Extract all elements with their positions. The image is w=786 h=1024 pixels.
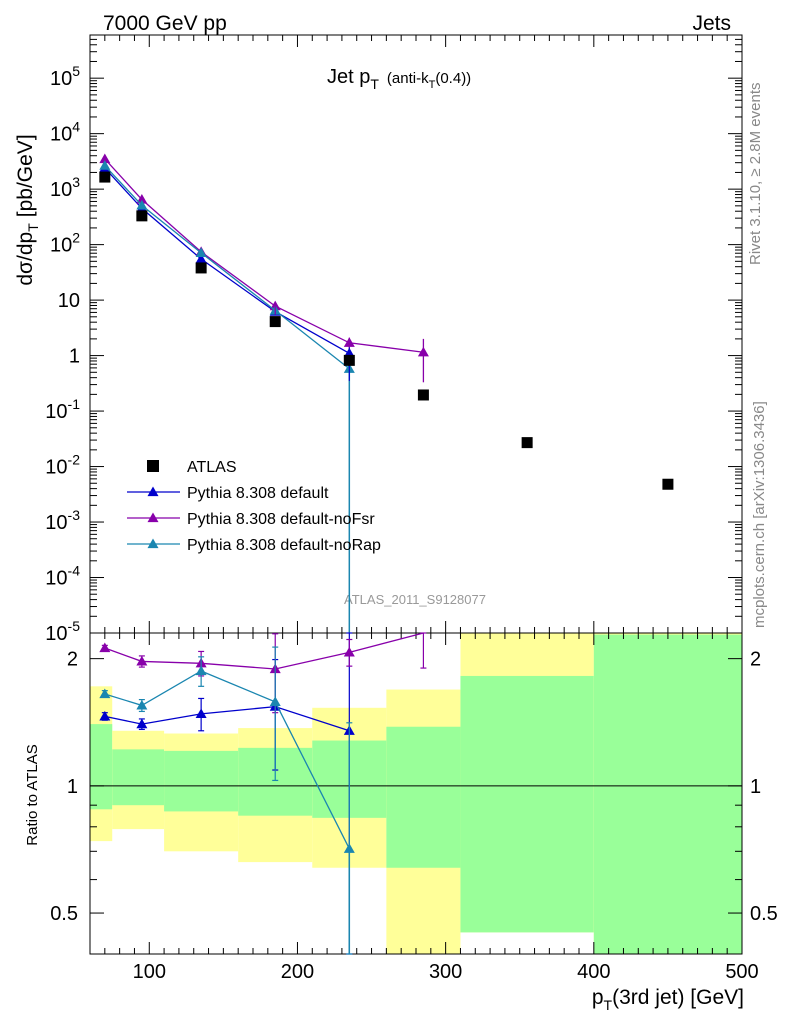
xlabel-sub-t: T (604, 997, 613, 1013)
ratio-point-0 (195, 708, 207, 719)
ratio-line-1 (104, 632, 424, 670)
legend-marker-1 (147, 512, 159, 523)
x-tick-label: 400 (577, 961, 610, 983)
series-point-0 (195, 253, 207, 264)
legend-atlas-marker (147, 460, 159, 472)
legend-atlas-label: ATLAS (187, 459, 237, 476)
y-tick-label: 10-3 (45, 507, 80, 534)
y-tick-label: 1 (69, 346, 80, 368)
ratio-y-tick-label: 2 (67, 649, 78, 671)
band-green-5 (386, 726, 461, 868)
ratio-point-1 (136, 655, 148, 666)
plot-title: Jet pT (anti-kT(0.4)) (327, 66, 471, 92)
ratio-y-tick-label: 1 (67, 776, 78, 798)
atlas-point (269, 316, 281, 328)
uncertainty-bands (90, 633, 742, 954)
title-sub-t2: T (429, 79, 436, 91)
title-main: Jet p (327, 66, 370, 88)
svg-text:pT(3rd jet) [GeV]: pT(3rd jet) [GeV] (592, 986, 744, 1013)
ratio-y-tick-label: 0.5 (50, 903, 78, 925)
ratio-point-1 (99, 642, 111, 653)
series-point-2 (136, 199, 148, 210)
legend-marker-0 (147, 486, 159, 497)
ratio-y-tick-label-right: 2 (750, 649, 761, 671)
x-tick-label: 100 (133, 961, 166, 983)
jets-label: Jets (692, 12, 731, 35)
ratio-y-tick-label-right: 1 (750, 776, 761, 798)
atlas-point (521, 437, 533, 449)
y-tick-label: 10 (58, 290, 80, 312)
band-green-0 (90, 724, 113, 810)
series-point-1 (136, 194, 148, 204)
legend: ATLAS Pythia 8.308 default Pythia 8.308 de… (127, 459, 381, 554)
ratio-point-0 (136, 718, 148, 729)
ratio-point-1 (343, 646, 355, 657)
ratio-ylabel: Ratio to ATLAS (24, 744, 41, 845)
legend-label-2: Pythia 8.308 default-noRap (187, 537, 381, 554)
data-marks (99, 153, 674, 955)
y-tick-label: 102 (50, 230, 80, 257)
y-tick-label: 105 (50, 63, 80, 90)
atlas-point (662, 478, 674, 490)
ylabel-unit: [pb/GeV] (14, 134, 37, 217)
title-paren: (anti-k (387, 70, 429, 87)
ylabel-sub-t: T (25, 223, 41, 232)
main-ylabel: dσ/dpT [pb/GeV] (14, 134, 41, 285)
series-line-1 (104, 158, 424, 353)
mcplots-label: mcplots.cern.ch [arXiv:1306.3436] (751, 401, 768, 628)
ratio-marks (99, 632, 427, 955)
band-green-1 (112, 749, 165, 806)
xlabel-main: p (592, 986, 604, 1009)
x-tick-label: 300 (429, 961, 462, 983)
legend-marker-2 (147, 538, 159, 549)
ratio-point-0 (99, 710, 111, 721)
ratio-point-2 (269, 696, 281, 707)
y-tick-label: 10-2 (45, 452, 80, 479)
ratio-point-2 (136, 699, 148, 710)
svg-text:Jet pT(anti-kT(0.4)): Jet pT (anti-kT(0.4)) (327, 66, 471, 92)
title-paren-end: (0.4)) (435, 70, 471, 87)
y-tick-label: 10-5 (45, 618, 80, 645)
ratio-point-2 (195, 665, 207, 676)
atlas-point (195, 262, 207, 274)
series-point-2 (195, 247, 207, 257)
axis-ticks: 100 200 300 400 50010510410310210110-110-210… (45, 34, 778, 983)
x-tick-label: 200 (281, 961, 314, 983)
ratio-point-2 (99, 688, 111, 699)
x-tick-label: 500 (725, 961, 758, 983)
xlabel-rest: (3rd jet) [GeV] (612, 986, 744, 1009)
atlas-point (99, 171, 111, 183)
series-point-1 (99, 153, 111, 164)
atlas-point (136, 210, 148, 222)
atlas-point (417, 389, 429, 401)
svg-text:dσ/dpT[pb/GeV]: dσ/dpT [pb/GeV] (14, 134, 41, 285)
ratio-point-2 (343, 843, 355, 853)
title-sub-t: T (370, 76, 379, 92)
y-tick-label: 103 (50, 174, 80, 201)
analysis-label: ATLAS_2011_S9128077 (344, 592, 486, 607)
y-tick-label: 10-1 (45, 396, 80, 423)
band-green-7 (593, 634, 742, 954)
series-point-2 (99, 160, 111, 170)
energy-label: 7000 GeV pp (103, 12, 227, 35)
legend-label-1: Pythia 8.308 default-noFsr (187, 511, 375, 528)
rivet-label: Rivet 3.1.10, ≥ 2.8M events (747, 83, 764, 266)
band-green-6 (460, 675, 594, 933)
band-green-2 (164, 750, 239, 812)
ylabel-main: dσ/dp (14, 232, 37, 286)
atlas-point (343, 354, 355, 366)
y-tick-label: 10-4 (45, 563, 80, 590)
y-tick-label: 104 (50, 119, 80, 146)
legend-label-0: Pythia 8.308 default (187, 485, 329, 502)
xlabel: pT(3rd jet) [GeV] (592, 986, 744, 1013)
ratio-y-tick-label-right: 0.5 (750, 903, 778, 925)
